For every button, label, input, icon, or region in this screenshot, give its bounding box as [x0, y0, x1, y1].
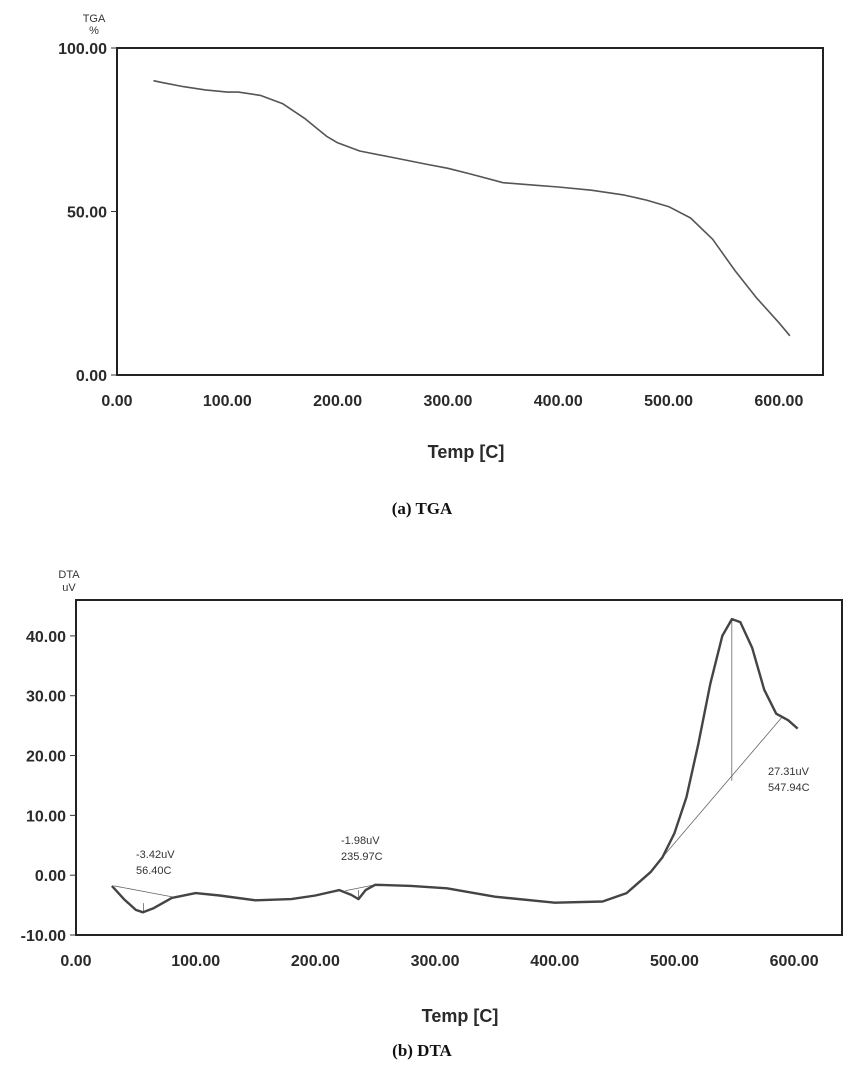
- dta-x-tick-label: 600.00: [770, 953, 819, 970]
- tga-y-tick-label: 0.00: [76, 368, 107, 385]
- tga-x-tick-label: 600.00: [754, 393, 803, 410]
- dta-ylabel-unit: uV: [62, 582, 76, 594]
- dta-x-tick-label: 0.00: [60, 953, 91, 970]
- dta-y-tick-label: 0.00: [35, 868, 66, 885]
- dta-annotation-temp: 547.94C: [768, 782, 810, 794]
- tga-y-tick-label: 50.00: [67, 205, 107, 222]
- dta-peak-baseline: [114, 885, 172, 898]
- dta-x-tick-label: 500.00: [650, 953, 699, 970]
- dta-y-tick-label: -10.00: [21, 928, 66, 945]
- dta-peak-guides: [114, 619, 783, 913]
- dta-x-tick-label: 300.00: [411, 953, 460, 970]
- dta-ylabel-top: DTA: [58, 569, 80, 581]
- tga-x-axis-title: Temp [C]: [428, 442, 505, 462]
- tga-ylabel-unit: %: [89, 25, 99, 37]
- dta-y-tick-group: 40.00 30.00 20.00 10.00 0.00 -10.00: [21, 629, 76, 945]
- dta-y-tick-label: 10.00: [26, 808, 66, 825]
- tga-y-tick-label: 100.00: [58, 41, 107, 58]
- dta-chart: DTA uV 40.00 30.00 20.00 10.00 0.00 -10.00 0.…: [21, 569, 843, 1060]
- tga-caption: (a) TGA: [392, 499, 453, 518]
- dta-x-axis-title: Temp [C]: [422, 1006, 499, 1026]
- tga-chart: TGA % 0.00 50.00 100.00 0.00 100.00 200.00 30…: [58, 13, 824, 518]
- tga-x-tick-label: 500.00: [644, 393, 693, 410]
- tga-x-tick-group: 0.00 100.00 200.00 300.00 400.00 500.00 600.00: [101, 393, 803, 410]
- dta-y-tick-label: 20.00: [26, 749, 66, 766]
- dta-annotation-group: -3.42uV 56.40C -1.98uV 235.97C 27.31uV 547.94…: [136, 766, 810, 877]
- dta-series-group: [111, 617, 799, 914]
- tga-x-tick-label: 100.00: [203, 393, 252, 410]
- tga-series-group: [153, 79, 791, 337]
- dta-annotation-value: -3.42uV: [136, 849, 175, 861]
- dta-x-tick-label: 400.00: [530, 953, 579, 970]
- tga-x-tick-label: 400.00: [534, 393, 583, 410]
- dta-annotation-value: -1.98uV: [341, 835, 380, 847]
- tga-x-tick-label: 300.00: [423, 393, 472, 410]
- dta-annotation-value: 27.31uV: [768, 766, 810, 778]
- dta-annotation-temp: 235.97C: [341, 851, 383, 863]
- tga-plot-frame: [116, 47, 824, 376]
- dta-plot-frame: [75, 599, 843, 936]
- dta-y-tick-label: 30.00: [26, 689, 66, 706]
- dta-annotation-temp: 56.40C: [136, 865, 172, 877]
- dta-peak-baseline: [662, 716, 783, 858]
- dta-peak-baseline: [345, 884, 376, 892]
- dta-x-tick-label: 100.00: [171, 953, 220, 970]
- dta-caption: (b) DTA: [392, 1041, 452, 1060]
- dta-y-tick-label: 40.00: [26, 629, 66, 646]
- dta-x-tick-label: 200.00: [291, 953, 340, 970]
- tga-x-tick-label: 200.00: [313, 393, 362, 410]
- dta-x-tick-group: 0.00 100.00 200.00 300.00 400.00 500.00 600.00: [60, 953, 818, 970]
- tga-ylabel-top: TGA: [83, 13, 106, 25]
- tga-series-line: [153, 79, 791, 337]
- tga-x-tick-label: 0.00: [101, 393, 132, 410]
- tga-y-tick-group: 0.00 50.00 100.00: [58, 41, 117, 385]
- dta-series-line: [111, 617, 799, 914]
